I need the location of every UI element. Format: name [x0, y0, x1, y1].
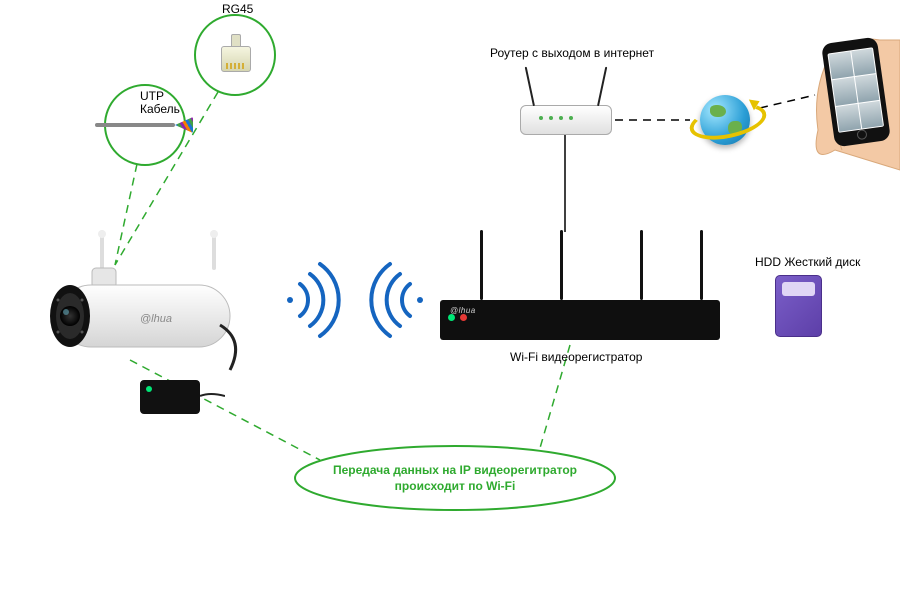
diagram-canvas: Передача данных на IP видеорегитратор пр… — [0, 0, 900, 600]
annotation-group: Передача данных на IP видеорегитратор пр… — [295, 446, 615, 510]
router-label: Роутер с выходом в интернет — [490, 46, 654, 60]
edge-globe-phone — [760, 95, 815, 108]
svg-text:@lhua: @lhua — [140, 313, 172, 325]
nvr-icon: @lhua — [440, 300, 720, 340]
utp-label-line1: UTP — [140, 89, 164, 103]
internet-globe-icon — [700, 95, 750, 145]
router-icon — [520, 105, 612, 135]
annotation-line1: Передача данных на IP видеорегитратор — [333, 463, 577, 477]
hdd-label: HDD Жесткий диск — [755, 255, 860, 269]
utp-cable-icon — [95, 123, 175, 127]
annotation-ellipse — [295, 446, 615, 510]
smartphone-icon — [828, 40, 884, 144]
rg45-label: RG45 — [222, 2, 253, 16]
power-adapter-icon — [140, 380, 200, 414]
utp-label-line2: Кабель — [140, 102, 180, 116]
wifi-signal-nvr — [371, 264, 423, 336]
hdd-icon — [775, 275, 822, 337]
wifi-camera-icon: @lhua — [20, 230, 250, 380]
wifi-signal-camera — [287, 264, 339, 336]
utp-label: UTP Кабель — [140, 90, 180, 116]
rg45-connector-icon — [221, 36, 249, 72]
nvr-label: Wi-Fi видеорегистратор — [510, 350, 642, 364]
annotation-line2: происходит по Wi-Fi — [395, 479, 516, 493]
